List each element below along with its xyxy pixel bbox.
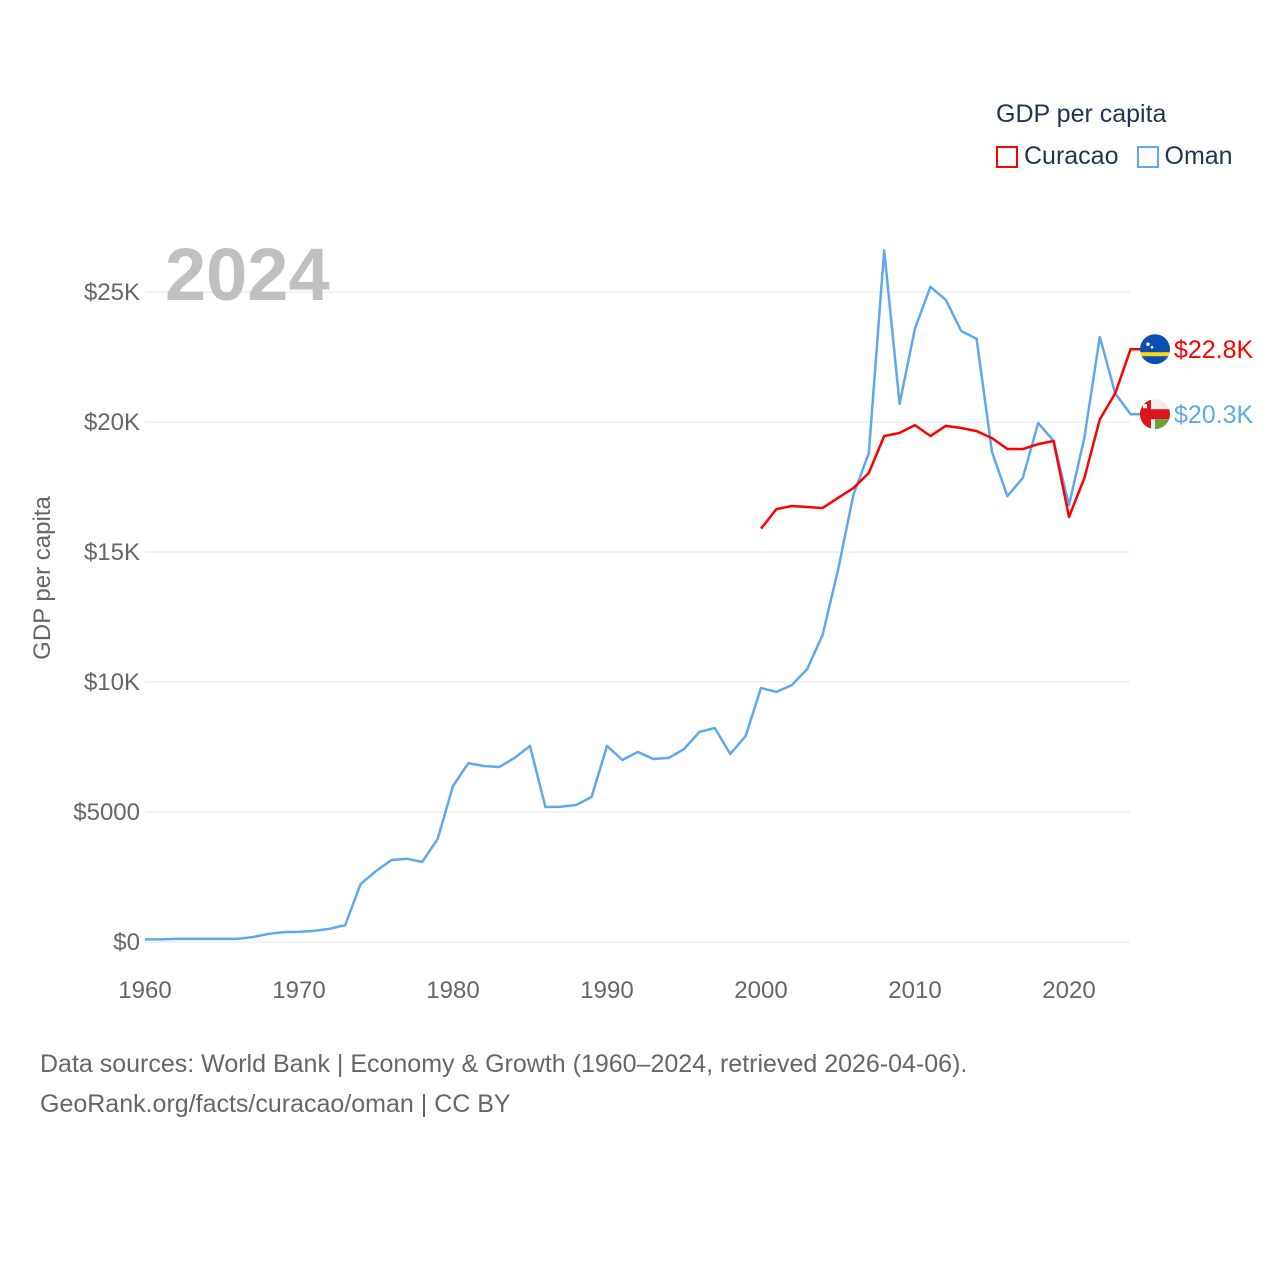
x-tick-label: 1990	[580, 977, 633, 1004]
series-line-oman	[145, 249, 1141, 941]
curacao-flag-icon	[1140, 334, 1170, 365]
y-axis-label: GDP per capita	[29, 496, 56, 660]
flag-field	[1140, 334, 1170, 365]
legend-label: Oman	[1164, 142, 1233, 170]
end-value-label: $20.3K	[1174, 401, 1254, 429]
footer: Data sources: World Bank | Economy & Gro…	[40, 1044, 967, 1124]
x-tick-label: 1970	[272, 977, 325, 1004]
x-tick-label: 2010	[888, 977, 941, 1004]
series-line-curacao	[760, 347, 1141, 530]
flag-emblem	[1143, 404, 1147, 409]
x-tick-label: 2000	[734, 977, 787, 1004]
y-tick-label: $25K	[84, 279, 140, 306]
y-tick-label: $15K	[84, 539, 140, 566]
legend-title: GDP per capita	[996, 100, 1167, 128]
flag-star	[1150, 345, 1154, 349]
x-tick-label: 1960	[118, 977, 171, 1004]
legend: Curacao Oman	[996, 142, 1233, 171]
x-tick-label: 1980	[426, 977, 479, 1004]
flag-body	[1140, 334, 1170, 365]
y-tick-label: $20K	[84, 409, 140, 436]
y-tick-label: $5000	[73, 799, 140, 826]
flag-star	[1146, 342, 1150, 347]
legend-swatch-curacao	[996, 145, 1018, 168]
flag-stripe	[1140, 352, 1170, 357]
x-tick-label: 2020	[1042, 977, 1095, 1004]
legend-label: Curacao	[1024, 142, 1119, 170]
legend-item-curacao[interactable]: Curacao	[996, 142, 1119, 171]
y-tick-label: $0	[113, 929, 140, 956]
flag-green	[1155, 419, 1170, 430]
data-source-text: Data sources: World Bank | Economy & Gro…	[40, 1050, 968, 1078]
attribution-text: GeoRank.org/facts/curacao/oman | CC BY	[40, 1090, 511, 1118]
flag-body	[1140, 399, 1170, 430]
legend-item-oman[interactable]: Oman	[1136, 142, 1233, 171]
end-value-label: $22.8K	[1174, 336, 1254, 364]
year-watermark: 2024	[165, 233, 330, 316]
legend-swatch-oman	[1136, 145, 1159, 168]
flag-red-band	[1140, 409, 1170, 420]
oman-flag-icon	[1140, 399, 1170, 430]
y-tick-label: $10K	[84, 669, 140, 696]
flag-red-bar	[1140, 399, 1151, 430]
